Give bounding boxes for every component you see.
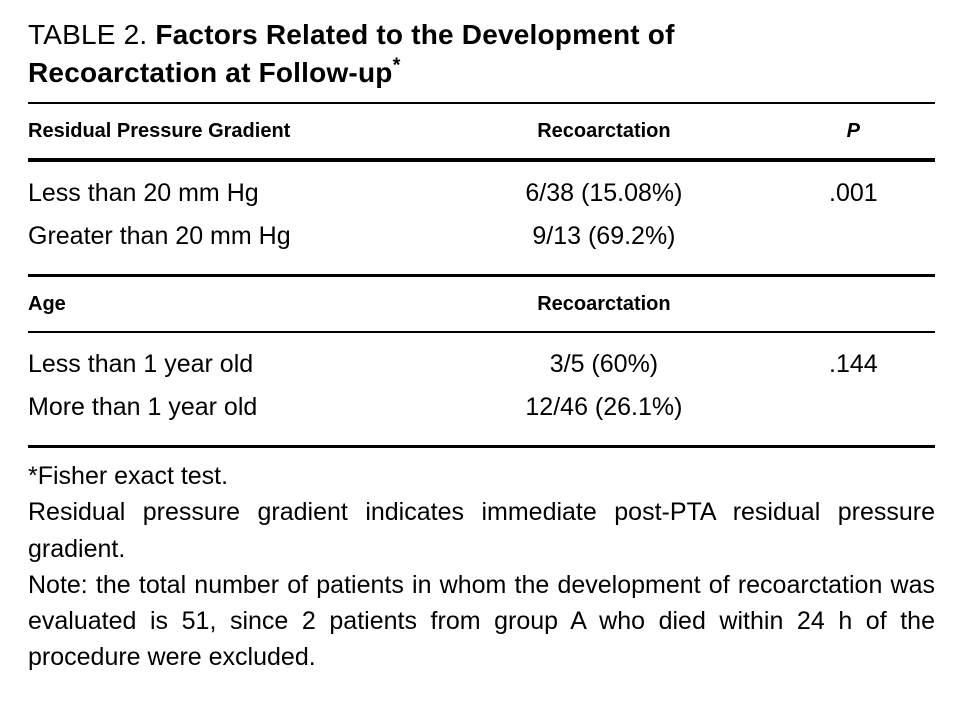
row-p-value: .144 — [829, 350, 878, 379]
table-footnotes: *Fisher exact test. Residual pressure gr… — [28, 458, 935, 676]
header-cell-recoarctation: Recoarctation — [537, 293, 671, 316]
table-row: Less than 20 mm Hg 6/38 (15.08%) .001 — [28, 172, 935, 215]
row-label: Less than 20 mm Hg — [28, 179, 259, 208]
table-row: More than 1 year old 12/46 (26.1%) — [28, 386, 935, 429]
table-title: TABLE 2. Factors Related to the Developm… — [28, 16, 848, 92]
table-header-row: Residual Pressure Gradient Recoarctation… — [28, 104, 935, 158]
header-cell-gradient: Residual Pressure Gradient — [28, 120, 291, 143]
rule-below-header — [28, 158, 935, 163]
table-caption: Factors Related to the Development of Re… — [28, 19, 675, 89]
table-section-age: Less than 1 year old 3/5 (60%) .144 More… — [28, 333, 935, 445]
row-p-value: .001 — [829, 179, 878, 208]
header-cell-age: Age — [28, 293, 66, 316]
table-header-row-age: Age Recoarctation — [28, 277, 935, 331]
table-section-gradient: Less than 20 mm Hg 6/38 (15.08%) .001 Gr… — [28, 162, 935, 274]
row-value: 6/38 (15.08%) — [525, 179, 683, 208]
footnote-patient-count: Note: the total number of patients in wh… — [28, 570, 935, 672]
rule-top — [28, 102, 935, 105]
row-label: More than 1 year old — [28, 393, 258, 422]
header-cell-p: P — [846, 120, 861, 143]
footnote-gradient-definition: Residual pressure gradient indicates imm… — [28, 498, 935, 563]
row-label: Less than 1 year old — [28, 350, 254, 379]
table-number: TABLE 2. — [28, 19, 148, 50]
table-title-asterisk: * — [392, 54, 401, 77]
row-value: 9/13 (69.2%) — [532, 222, 676, 251]
rule-below-age-header — [28, 331, 935, 334]
footnote-fisher: *Fisher exact test. — [28, 462, 229, 491]
rule-bottom — [28, 445, 935, 449]
row-value: 12/46 (26.1%) — [525, 393, 683, 422]
header-cell-recoarctation: Recoarctation — [537, 120, 671, 143]
row-value: 3/5 (60%) — [549, 350, 659, 379]
rule-section-divider — [28, 274, 935, 278]
table-row: Less than 1 year old 3/5 (60%) .144 — [28, 343, 935, 386]
row-label: Greater than 20 mm Hg — [28, 222, 291, 251]
table-row: Greater than 20 mm Hg 9/13 (69.2%) — [28, 215, 935, 258]
